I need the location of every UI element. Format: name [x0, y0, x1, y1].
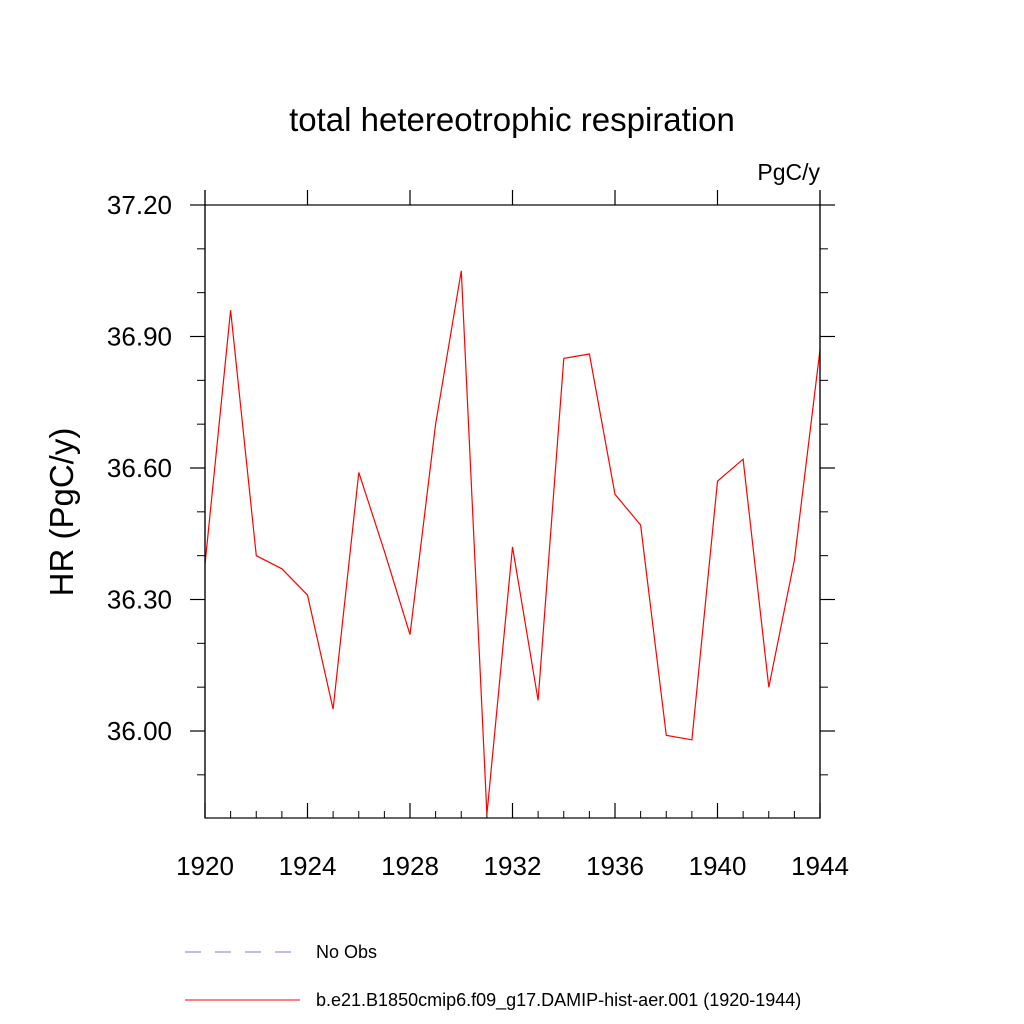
x-tick-label: 1936	[586, 851, 644, 881]
series-line	[204, 270, 821, 815]
x-tick-labels: 1920 1924 1928 1932 1936 1940 1944	[176, 851, 849, 881]
x-tick-label: 1940	[689, 851, 747, 881]
y-tick-label: 36.60	[107, 453, 172, 483]
units-label: PgC/y	[757, 159, 820, 185]
y-tick-label: 36.30	[107, 585, 172, 615]
plot-frame	[204, 204, 821, 819]
x-tick-label: 1944	[791, 851, 849, 881]
y-tick-label: 36.90	[107, 322, 172, 352]
axis-ticks	[190, 190, 835, 818]
x-tick-label: 1920	[176, 851, 234, 881]
y-tick-label: 36.00	[107, 716, 172, 746]
x-tick-label: 1928	[381, 851, 439, 881]
y-tick-label: 37.20	[107, 190, 172, 220]
series-layer	[204, 270, 821, 815]
x-tick-label: 1932	[484, 851, 542, 881]
legend-label-no-obs: No Obs	[316, 942, 377, 962]
legend: No Obs b.e21.B1850cmip6.f09_g17.DAMIP-hi…	[185, 942, 801, 1011]
y-tick-labels: 36.00 36.30 36.60 36.90 37.20	[107, 190, 172, 746]
legend-label-model: b.e21.B1850cmip6.f09_g17.DAMIP-hist-aer.…	[316, 990, 801, 1011]
x-tick-label: 1924	[279, 851, 337, 881]
chart-title: total hetereotrophic respiration	[289, 101, 735, 138]
y-axis-label: HR (PgC/y)	[43, 428, 80, 597]
